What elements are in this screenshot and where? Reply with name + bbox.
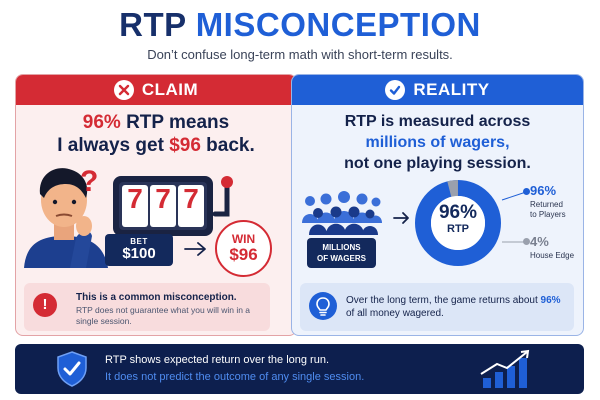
growth-chart-icon (480, 349, 530, 388)
claim-pct: 96% (82, 112, 121, 133)
donut-label: RTP (447, 223, 469, 235)
reality-statement: RTP is measured across millions of wager… (292, 111, 583, 174)
edge-legend-dot (523, 238, 530, 245)
reality-note-text: Over the long term, the game returns abo… (346, 294, 568, 320)
title-part-misconception: MISCONCEPTION (195, 6, 481, 43)
reality-line2: millions of wagers, (365, 134, 510, 151)
donut-center: 96% RTP (418, 202, 498, 236)
claim-amount: $96 (169, 135, 201, 156)
donut-pct: 96% (438, 202, 478, 223)
slot-reel-1: 7 (127, 183, 143, 214)
claim-label: CLAIM (141, 80, 199, 99)
reality-note-a: Over the long term, the game returns abo… (346, 295, 541, 306)
reality-line3: not one playing session. (344, 155, 531, 172)
bet-label: BET (130, 237, 148, 246)
win-badge: WIN $96 (215, 220, 272, 277)
question-mark-icon: ? (80, 165, 99, 198)
millions-label-1: MILLIONS (322, 243, 361, 252)
returned-legend-dot (523, 188, 530, 195)
lightbulb-icon (309, 292, 337, 320)
returned-label-2: to Players (530, 210, 566, 219)
reality-label: REALITY (413, 80, 490, 99)
reality-note: Over the long term, the game returns abo… (300, 283, 574, 331)
alert-icon: ! (33, 293, 57, 317)
footer-line2: It does not predict the outcome of any s… (105, 371, 365, 383)
claim-line2-a: I always get (57, 135, 170, 156)
reality-note-b: of all money wagered. (346, 308, 444, 319)
slot-reel-2: 7 (155, 183, 171, 214)
returned-value: 96% (530, 183, 557, 198)
donut-edge-arc (415, 180, 501, 266)
bet-value: $100 (122, 245, 156, 262)
edge-value: 4% (530, 234, 549, 249)
title-part-rtp: RTP (119, 6, 187, 43)
slot-machine-icon (113, 176, 233, 236)
claim-header: CLAIM (16, 75, 296, 105)
footer-banner: RTP shows expected return over the long … (15, 344, 584, 394)
arrow-right-icon (184, 242, 206, 256)
crowd-icon (302, 191, 382, 235)
donut-returned-arc (415, 180, 501, 266)
shield-check-icon (57, 351, 87, 387)
reality-header: REALITY (292, 75, 583, 105)
page-title: RTP MISCONCEPTION (0, 6, 600, 44)
returned-label-1: Returned (530, 200, 563, 209)
win-label: WIN (231, 232, 256, 246)
reality-note-pct: 96% (540, 295, 561, 306)
slot-reel-3: 7 (183, 183, 199, 214)
thinking-person-icon (24, 168, 108, 268)
edge-legend: 4% House Edge (530, 234, 574, 260)
claim-note: ! This is a common misconception. RTP do… (24, 283, 270, 331)
footer-line1: RTP shows expected return over the long … (105, 354, 329, 366)
millions-of-wagers-box: MILLIONS OF WAGERS (307, 238, 376, 268)
reality-line1: RTP is measured across (344, 113, 531, 130)
claim-statement: 96% RTP means I always get $96 back. (16, 111, 296, 157)
claim-line2-b: back. (200, 135, 255, 156)
millions-label-2: OF WAGERS (317, 254, 366, 263)
returned-legend: 96% Returned to Players (530, 183, 566, 220)
check-icon (385, 80, 406, 100)
claim-mid: RTP means (120, 112, 230, 133)
claim-note-title: This is a common misconception. (76, 292, 237, 303)
rtp-donut-chart (415, 180, 501, 266)
win-value: $96 (229, 245, 258, 264)
edge-label: House Edge (530, 251, 575, 260)
page-subtitle: Don’t confuse long-term math with short-… (147, 47, 453, 62)
close-icon (113, 80, 134, 100)
legend-connectors (501, 191, 527, 243)
bet-box: BET $100 (105, 234, 173, 266)
arrow-right-icon (393, 212, 409, 224)
claim-note-body: RTP does not guarantee what you will win… (76, 305, 251, 326)
